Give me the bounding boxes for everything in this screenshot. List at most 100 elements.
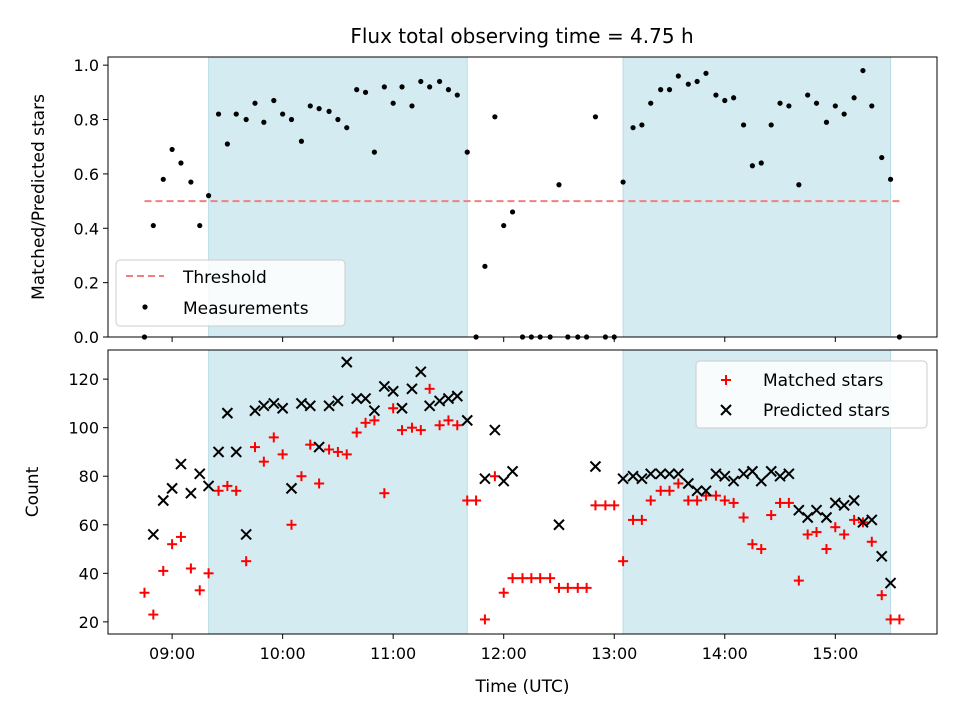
bot-x-tick-label: 09:00: [149, 644, 195, 663]
matched-star-point: [793, 575, 804, 586]
measurement-point: [777, 100, 783, 106]
top-y-ticks: 0.0 0.2 0.4 0.6 0.8 1.0: [74, 56, 108, 347]
measurement-point: [252, 100, 258, 106]
predicted-star-point: [461, 414, 473, 427]
predicted-star-point-b: [423, 400, 436, 412]
predicted-star-point: [838, 499, 850, 512]
predicted-star-point-b: [341, 356, 353, 368]
top-y-tick-label: 0.4: [74, 219, 99, 238]
predicted-star-point-b: [645, 468, 657, 480]
measurement-point: [758, 160, 764, 166]
measurement-point: [150, 222, 156, 229]
measurement-point: [648, 100, 654, 106]
measurement-point: [713, 92, 719, 98]
predicted-star-point-b: [876, 550, 888, 563]
measurement-point: [492, 114, 498, 120]
matched-star-point: [700, 490, 711, 501]
bot-y-tick-label: 20: [79, 613, 99, 632]
predicted-star-point-b: [276, 402, 289, 414]
predicted-star-point: [589, 460, 602, 473]
predicted-star-point: [682, 477, 695, 490]
measurement-point: [335, 116, 341, 123]
matched-star-point: [250, 442, 261, 453]
predicted-star-point: [755, 475, 767, 487]
matched-star-point: [360, 417, 371, 428]
predicted-star-point-b: [396, 402, 408, 414]
measurement-point: [427, 84, 433, 90]
matched-star-point: [710, 490, 721, 501]
predicted-star-point: [276, 402, 289, 414]
predicted-star-point: [506, 465, 519, 478]
predicted-star-point-b: [884, 577, 897, 589]
predicted-star-point-b: [415, 366, 427, 378]
bottom-x-axis-label: Time (UTC): [475, 677, 570, 697]
predicted-star-point: [848, 494, 860, 507]
predicted-star-point-b: [194, 468, 206, 480]
matched-star-point: [683, 495, 694, 506]
matched-star-point: [645, 495, 656, 506]
predicted-star-point-b: [295, 397, 308, 410]
predicted-star-point: [489, 424, 501, 436]
predicted-star-point-b: [746, 465, 759, 478]
measurement-point: [675, 73, 681, 79]
predicted-star-point: [829, 497, 842, 509]
matched-star-point: [562, 582, 573, 593]
predicted-star-point-b: [442, 392, 455, 405]
predicted-star-point: [654, 468, 667, 480]
matched-star-point: [194, 585, 205, 596]
predicted-star-point-b: [506, 465, 519, 478]
predicted-star-point-b: [433, 395, 446, 407]
predicted-star-point: [810, 504, 823, 516]
top-y-tick-label: 0.0: [74, 328, 99, 347]
measurement-point: [354, 87, 360, 93]
matched-star-point: [379, 488, 390, 499]
predicted-star-point-b: [793, 504, 805, 516]
predicted-star-point: [737, 468, 750, 480]
measurement-point: [362, 89, 369, 95]
bottom-axes-frame: [107, 349, 938, 635]
matched-star-point: [517, 573, 528, 584]
matched-star-point: [305, 439, 316, 450]
matched-star-point: [167, 539, 178, 550]
measurement-point: [445, 87, 452, 93]
top-panel: 0.0 0.2 0.4 0.6 0.8 1.0 Matched/Predicted sta…: [29, 56, 938, 347]
predicted-star-point-b: [654, 468, 667, 480]
measurement-point: [371, 149, 377, 155]
measurement-point: [224, 141, 230, 147]
predicted-star-point: [820, 511, 833, 524]
matched-star-point: [314, 478, 325, 489]
predicted-star-point-b: [378, 380, 391, 393]
predicted-star-point-b: [866, 514, 878, 526]
predicted-star-point: [350, 392, 363, 405]
predicted-star-point-b: [230, 446, 242, 458]
predicted-star-point: [746, 465, 759, 478]
predicted-star-point: [212, 446, 225, 458]
predicted-star-point: [672, 468, 685, 480]
matched-star-point: [406, 422, 417, 433]
measurement-point: [271, 97, 277, 104]
measurement-point: [215, 111, 222, 117]
matched-star-point: [876, 590, 887, 601]
matched-star-point: [775, 497, 786, 508]
predicted-star-point: [313, 441, 325, 453]
matched-star-point: [719, 495, 730, 506]
predicted-star-point-b: [406, 383, 418, 395]
matched-star-point: [572, 582, 583, 593]
predicted-star-point: [157, 494, 169, 507]
predicted-star-point-b: [175, 458, 187, 470]
predicted-star-point-b: [857, 516, 869, 529]
bottom-panel: 20 40 60 80 100 120 09:00 10:00 11:00 12:00 13:00…: [23, 349, 938, 697]
predicted-star-point: [285, 482, 298, 495]
predicted-star-point-b: [368, 404, 381, 417]
predicted-star-point-b: [672, 468, 685, 480]
measurement-point: [630, 125, 636, 131]
measurement-point: [786, 103, 792, 109]
matched-star-point: [332, 446, 343, 457]
legend-predicted-swatch-b: [720, 404, 732, 416]
matched-star-point: [341, 449, 352, 460]
bot-y-tick-label: 60: [79, 516, 99, 535]
predicted-star-point: [801, 511, 814, 524]
matched-star-point: [452, 420, 463, 431]
measurement-point: [482, 263, 488, 269]
measurement-point: [280, 111, 286, 117]
